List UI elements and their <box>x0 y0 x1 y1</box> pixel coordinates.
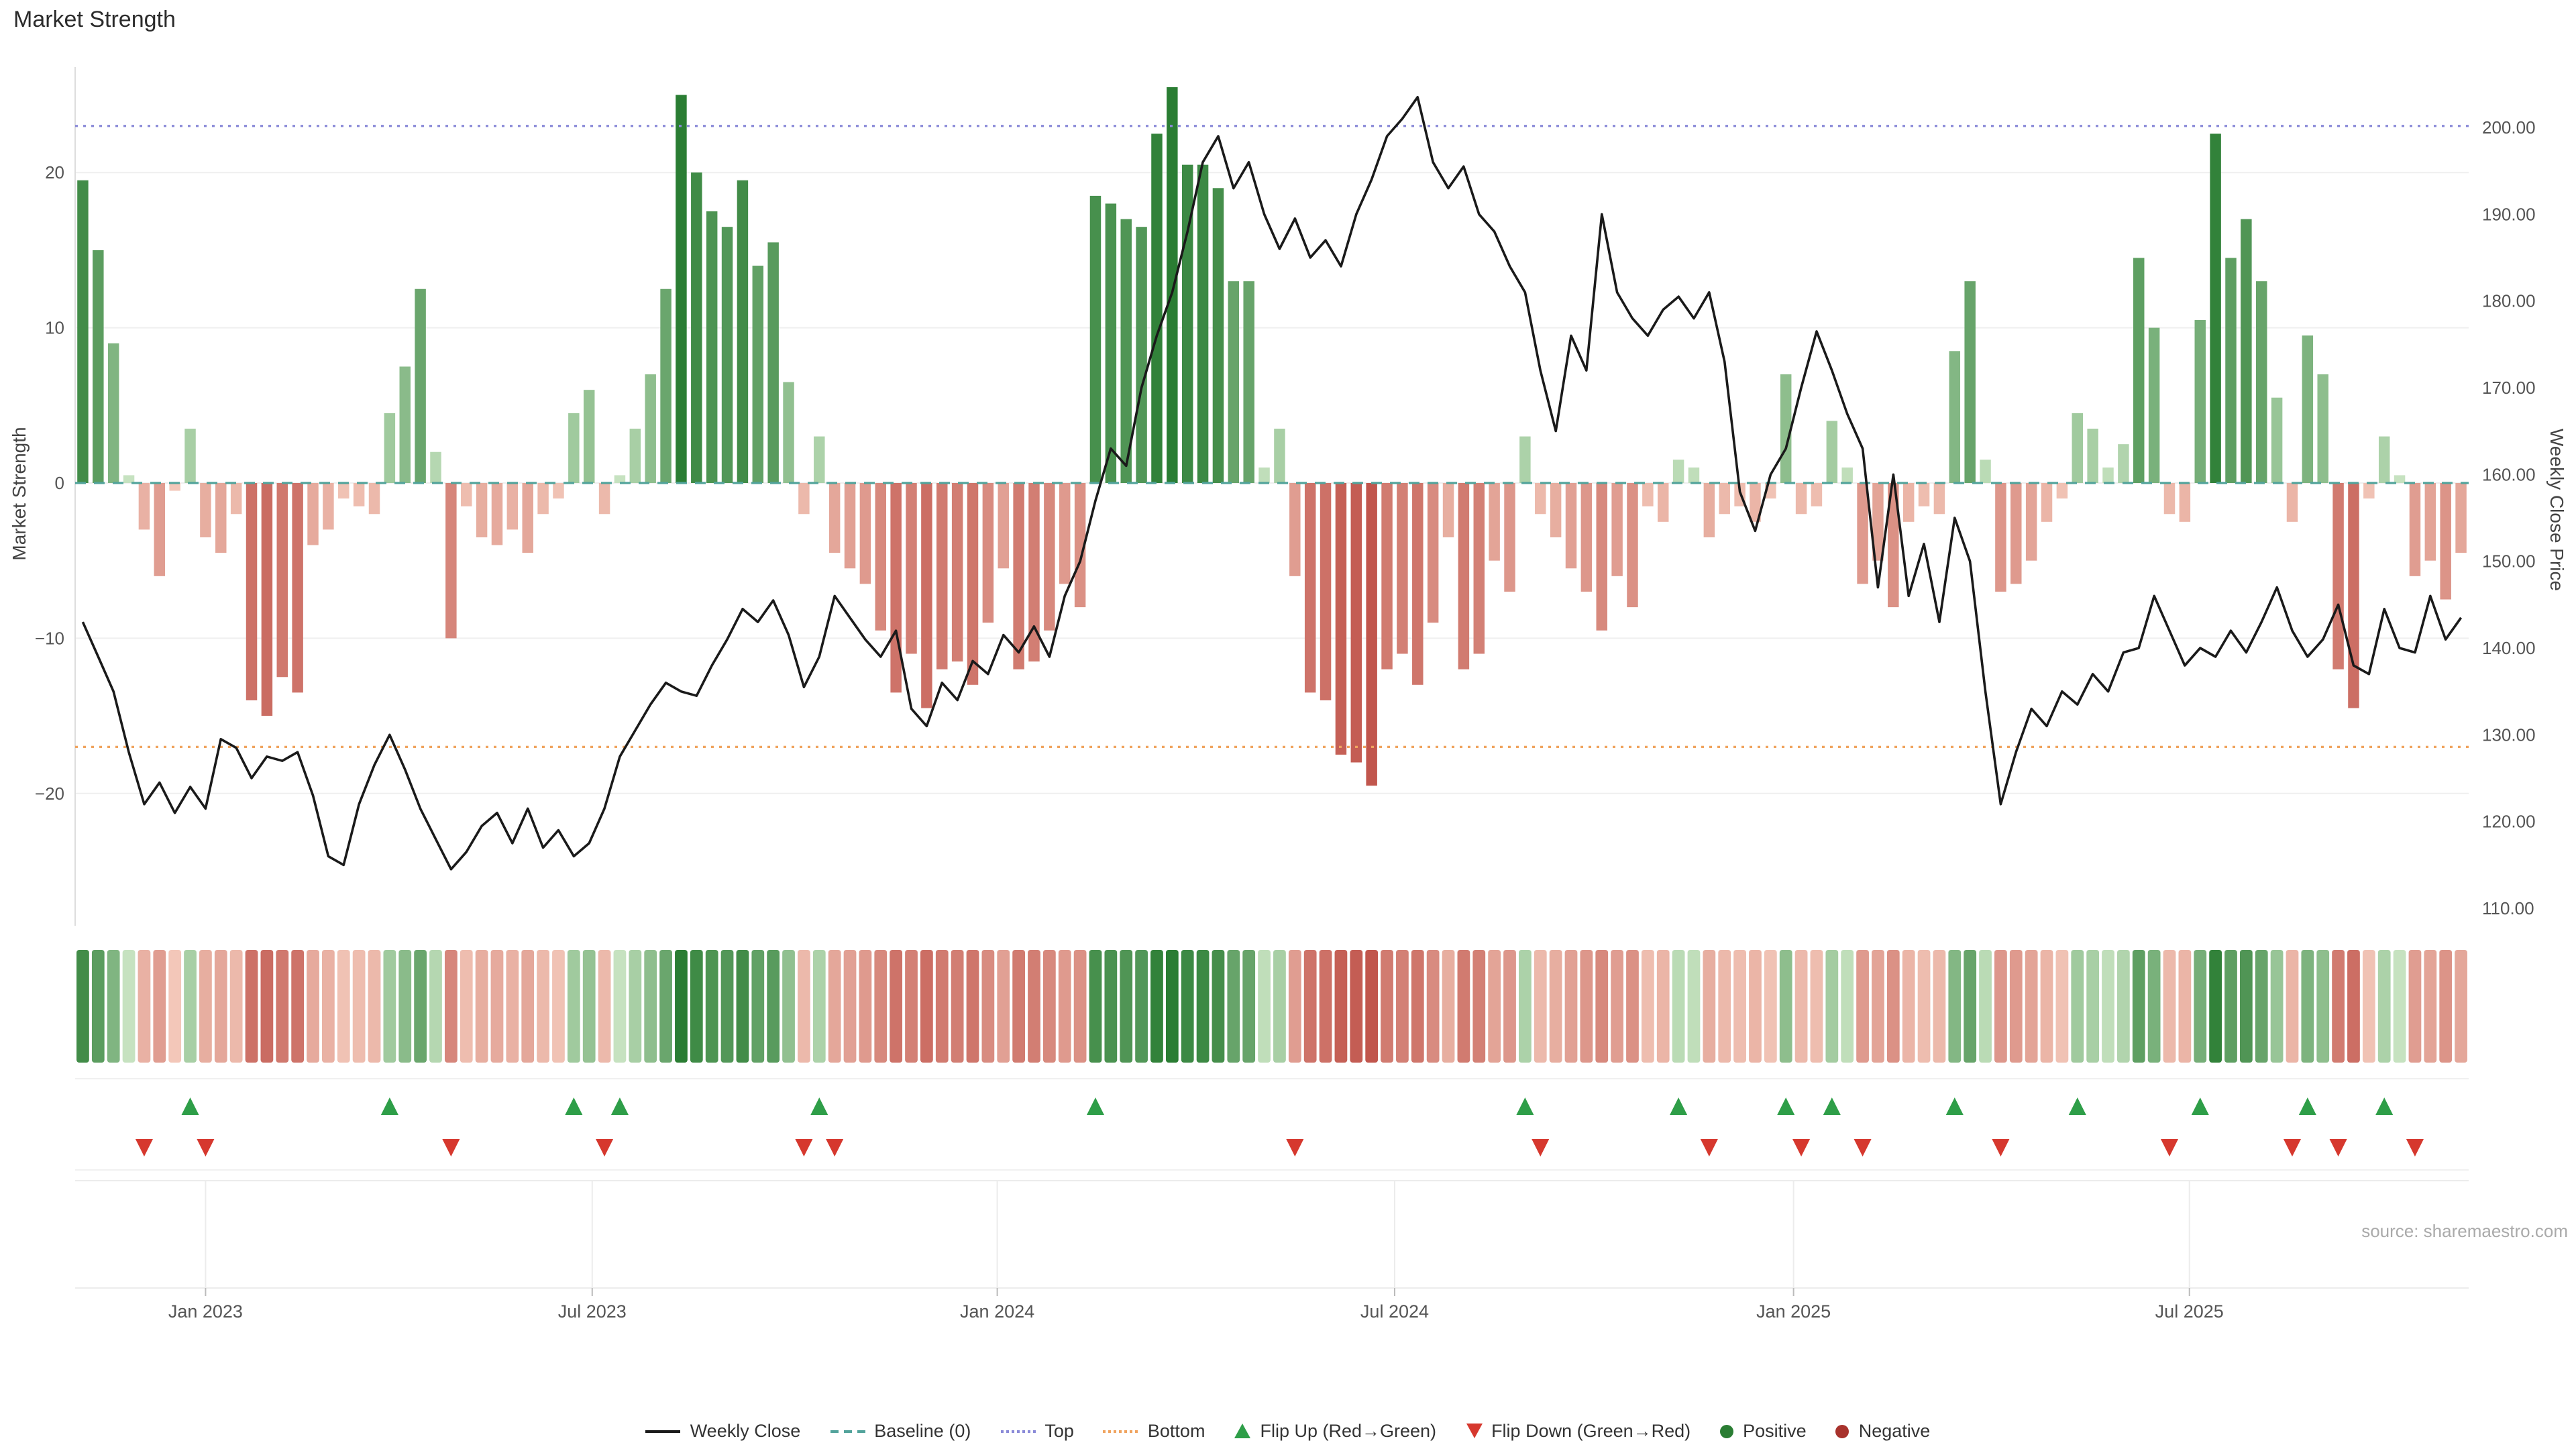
flip-up-icon <box>810 1097 828 1115</box>
source-credit: source: sharemaestro.com <box>2361 1221 2568 1241</box>
flip-down-markers <box>135 1139 2424 1157</box>
flip-up-icon <box>181 1097 199 1115</box>
line-dotted-icon <box>1000 1430 1036 1432</box>
left-axis-tick: 10 <box>45 318 64 338</box>
legend-item-top[interactable]: Top <box>1000 1421 1074 1441</box>
flip-up-icon <box>380 1097 398 1115</box>
x-axis-tick: Jul 2023 <box>558 1301 627 1322</box>
line-dotted-icon <box>1103 1430 1138 1432</box>
right-axis-tick: 120.00 <box>2482 812 2536 832</box>
flip-down-icon <box>2283 1139 2301 1157</box>
flip-down-icon <box>826 1139 844 1157</box>
left-axis-tick: 0 <box>55 473 64 493</box>
legend-item-flip-up-red-green[interactable]: Flip Up (Red→Green) <box>1234 1421 1436 1441</box>
line-dashed-icon <box>830 1430 865 1432</box>
flip-down-icon <box>2161 1139 2178 1157</box>
flip-down-icon <box>1992 1139 2010 1157</box>
flip-up-icon <box>1086 1097 1104 1115</box>
flip-down-icon <box>1700 1139 1718 1157</box>
legend-item-weekly-close[interactable]: Weekly Close <box>645 1421 801 1441</box>
triangle-up-icon <box>1234 1424 1251 1438</box>
flip-down-icon <box>596 1139 614 1157</box>
flip-up-icon <box>1516 1097 1534 1115</box>
weekly-close-line <box>81 96 2463 871</box>
flip-down-icon <box>795 1139 813 1157</box>
legend-item-bottom[interactable]: Bottom <box>1103 1421 1205 1441</box>
flip-up-icon <box>610 1097 629 1115</box>
flip-up-icon <box>2191 1097 2209 1115</box>
flip-down-icon <box>197 1139 215 1157</box>
dot-icon <box>1720 1424 1734 1438</box>
flip-down-icon <box>442 1139 460 1157</box>
flip-up-icon <box>2375 1097 2394 1115</box>
legend-label: Bottom <box>1147 1421 1205 1441</box>
right-axis-tick: 190.00 <box>2482 204 2536 224</box>
flip-up-icon <box>1945 1097 1964 1115</box>
left-axis-tick: −20 <box>35 784 64 804</box>
x-axis-tick: Jan 2025 <box>1756 1301 1831 1322</box>
left-axis-tick: 20 <box>45 162 64 182</box>
flip-up-icon <box>1670 1097 1688 1115</box>
triangle-down-icon <box>1466 1424 1483 1438</box>
right-axis-tick: 130.00 <box>2482 724 2536 745</box>
right-axis-tick: 200.00 <box>2482 117 2536 138</box>
x-axis-tick: Jan 2024 <box>960 1301 1034 1322</box>
left-axis-tick: −10 <box>35 628 64 648</box>
legend-label: Flip Down (Green→Red) <box>1491 1421 1691 1441</box>
right-axis-tick: 180.00 <box>2482 291 2536 311</box>
market-strength-chart: 20 10 0 −10 −20 200.00 190.00 180.00 170.00 160.0… <box>35 67 2536 1322</box>
legend-label: Weekly Close <box>690 1421 801 1441</box>
legend-item-baseline-0[interactable]: Baseline (0) <box>830 1421 971 1441</box>
right-axis-tick: 110.00 <box>2482 898 2534 918</box>
page-title: Market Strength <box>13 7 176 32</box>
flip-down-icon <box>1286 1139 1304 1157</box>
flip-down-icon <box>135 1139 153 1157</box>
flip-up-icon <box>565 1097 583 1115</box>
legend-label: Negative <box>1858 1421 1931 1441</box>
legend-label: Flip Up (Red→Green) <box>1260 1421 1437 1441</box>
legend-item-negative[interactable]: Negative <box>1835 1421 1931 1441</box>
flip-up-icon <box>2068 1097 2086 1115</box>
x-axis-tick: Jan 2023 <box>168 1301 243 1322</box>
flip-up-icon <box>1823 1097 1841 1115</box>
legend-item-positive[interactable]: Positive <box>1720 1421 1807 1441</box>
right-axis-tick: 140.00 <box>2482 638 2536 658</box>
right-axis-tick: 160.00 <box>2482 464 2536 484</box>
flip-down-icon <box>1532 1139 1550 1157</box>
flip-up-icon <box>2298 1097 2316 1115</box>
flip-down-icon <box>1792 1139 1811 1157</box>
chart-legend: Weekly Close Baseline (0) Top Bottom Flip Up… <box>0 1421 2576 1441</box>
flip-down-icon <box>2406 1139 2424 1157</box>
dot-icon <box>1835 1424 1849 1438</box>
flip-up-icon <box>1777 1097 1795 1115</box>
line-solid-icon <box>645 1430 681 1432</box>
flip-up-markers <box>181 1097 2394 1115</box>
right-axis-tick: 170.00 <box>2482 378 2536 398</box>
flip-down-icon <box>1854 1139 1872 1157</box>
legend-label: Top <box>1044 1421 1074 1441</box>
strength-heatmap <box>76 950 2467 1063</box>
flip-down-icon <box>2329 1139 2347 1157</box>
right-axis-tick: 150.00 <box>2482 551 2536 572</box>
strength-bars <box>77 87 2467 786</box>
x-axis-tick: Jul 2024 <box>1360 1301 1429 1322</box>
x-axis-tick: Jul 2025 <box>2155 1301 2224 1322</box>
legend-label: Positive <box>1743 1421 1807 1441</box>
legend-item-flip-down-green-red[interactable]: Flip Down (Green→Red) <box>1466 1421 1690 1441</box>
legend-label: Baseline (0) <box>874 1421 971 1441</box>
